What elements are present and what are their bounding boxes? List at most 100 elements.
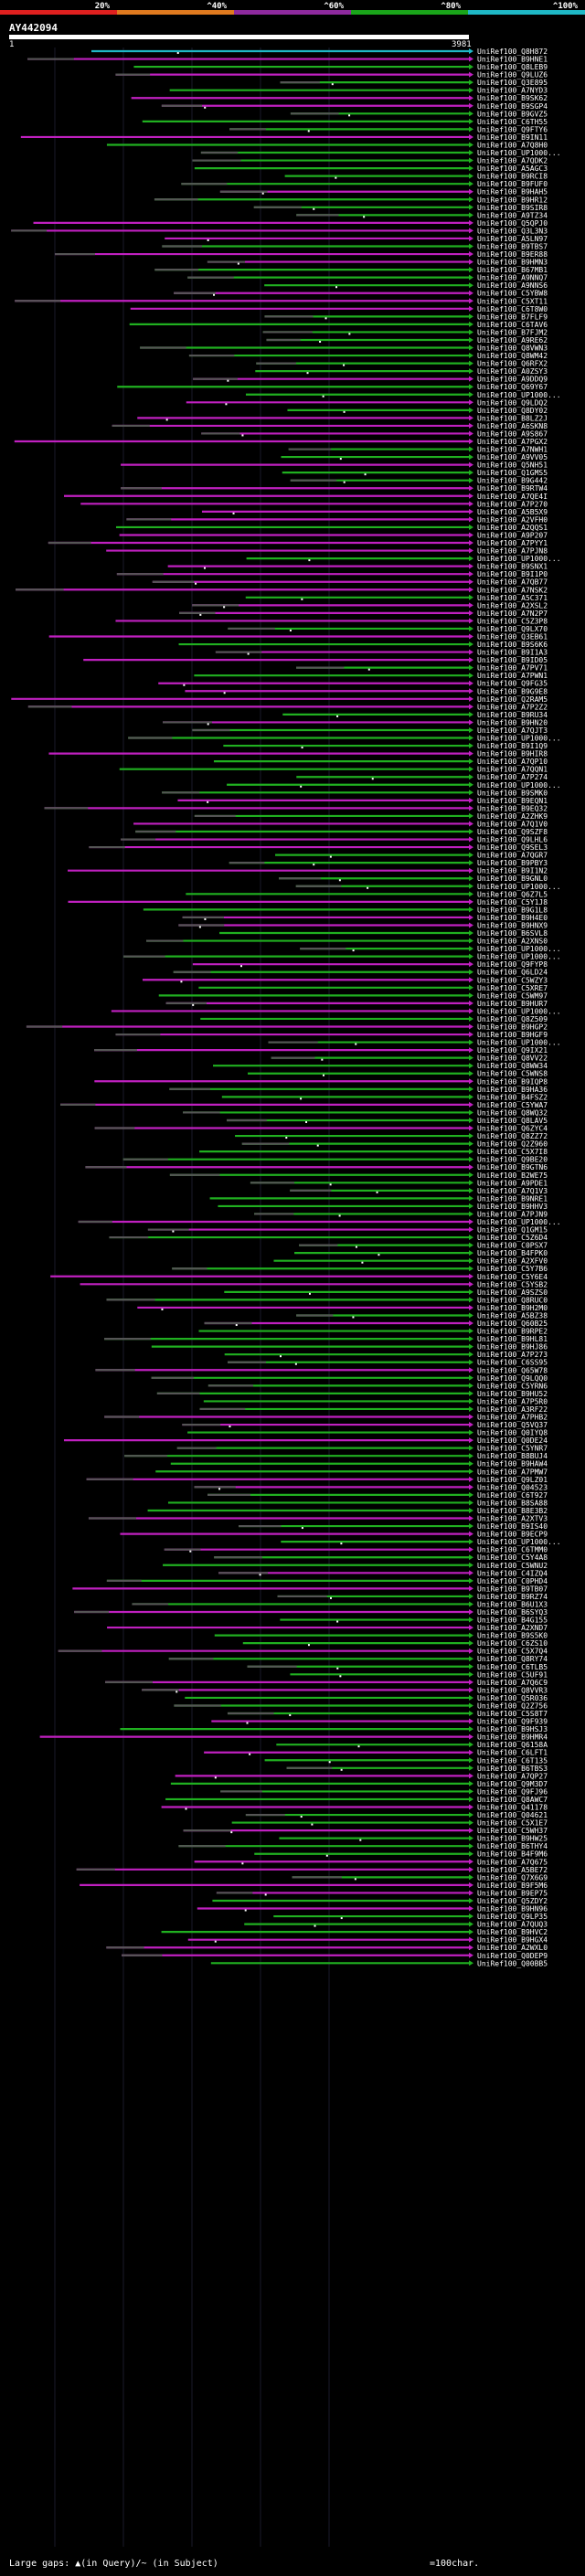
hit-label[interactable]: UniRef100_B9I1Q9 <box>477 742 548 750</box>
hit-label[interactable]: UniRef100_UP1000... <box>477 883 561 891</box>
hit-label[interactable]: UniRef100_Q8LEB9 <box>477 63 548 71</box>
hit-label[interactable]: UniRef100_A5AGC3 <box>477 164 548 173</box>
hit-label[interactable]: UniRef100_C4IZQ4 <box>477 1569 548 1577</box>
hit-label[interactable]: UniRef100_Q69Y67 <box>477 383 548 391</box>
hit-label[interactable]: UniRef100_B9HUR7 <box>477 1000 548 1008</box>
hit-label[interactable]: UniRef100_B8BUJ4 <box>477 1452 548 1460</box>
hit-label[interactable]: UniRef100_A7PGX2 <box>477 438 548 446</box>
hit-label[interactable]: UniRef100_UP1000... <box>477 781 561 790</box>
hit-label[interactable]: UniRef100_Q6LD24 <box>477 969 548 977</box>
hit-label[interactable]: UniRef100_A2ZHK9 <box>477 812 548 821</box>
hit-label[interactable]: UniRef100_C5YNR7 <box>477 1445 548 1453</box>
hit-label[interactable]: UniRef100_B9HNX9 <box>477 921 548 929</box>
hit-label[interactable]: UniRef100_Q8RY74 <box>477 1655 548 1663</box>
hit-label[interactable]: UniRef100_B9S6K6 <box>477 641 548 649</box>
hit-label[interactable]: UniRef100_UP1000... <box>477 953 561 961</box>
hit-label[interactable]: UniRef100_C5Y6E4 <box>477 1273 548 1281</box>
hit-label[interactable]: UniRef100_C5WZY3 <box>477 976 548 984</box>
hit-label[interactable]: UniRef100_Q8VVR3 <box>477 1686 548 1694</box>
hit-label[interactable]: UniRef100_B9TB07 <box>477 1585 548 1593</box>
hit-label[interactable]: UniRef100_A7PYY1 <box>477 539 548 547</box>
hit-label[interactable]: UniRef100_B4G155 <box>477 1617 548 1625</box>
hit-label[interactable]: UniRef100_B9HU52 <box>477 1390 548 1398</box>
hit-label[interactable]: UniRef100_C5YBW8 <box>477 290 548 298</box>
hit-label[interactable]: UniRef100_C5X7Q4 <box>477 1648 548 1656</box>
hit-label[interactable]: UniRef100_B8LZ2J <box>477 414 548 422</box>
hit-label[interactable]: UniRef100_B8E3B2 <box>477 1507 548 1515</box>
hit-label[interactable]: UniRef100_A7Q8H0 <box>477 141 548 149</box>
hit-label[interactable]: UniRef100_B4F9M6 <box>477 1850 548 1859</box>
hit-label[interactable]: UniRef100_Q0IYQ8 <box>477 1429 548 1437</box>
hit-label[interactable]: UniRef100_Q9SEL3 <box>477 843 548 852</box>
hit-label[interactable]: UniRef100_A7PHB2 <box>477 1414 548 1422</box>
hit-label[interactable]: UniRef100_B9RPE2 <box>477 1328 548 1336</box>
hit-label[interactable]: UniRef100_A7N2P7 <box>477 610 548 618</box>
hit-label[interactable]: UniRef100_A7P274 <box>477 773 548 781</box>
hit-label[interactable]: UniRef100_B9RU34 <box>477 711 548 719</box>
hit-label[interactable]: UniRef100_C6TMM0 <box>477 1546 548 1554</box>
hit-label[interactable]: UniRef100_Q0DEP9 <box>477 1952 548 1960</box>
hit-label[interactable]: UniRef100_A0ZSY3 <box>477 367 548 376</box>
hit-label[interactable]: UniRef100_B9HR12 <box>477 196 548 204</box>
hit-label[interactable]: UniRef100_B9RTW4 <box>477 484 548 493</box>
hit-label[interactable]: UniRef100_A9RE62 <box>477 336 548 345</box>
hit-label[interactable]: UniRef100_A9TZ34 <box>477 211 548 219</box>
hit-label[interactable]: UniRef100_C5Y7B6 <box>477 1265 548 1273</box>
hit-label[interactable]: UniRef100_A7QP10 <box>477 758 548 766</box>
hit-label[interactable]: UniRef100_B9FUF0 <box>477 180 548 188</box>
hit-label[interactable]: UniRef100_Q8ZZ72 <box>477 1132 548 1140</box>
hit-label[interactable]: UniRef100_C5WNU2 <box>477 1562 548 1570</box>
hit-label[interactable]: UniRef100_Q6RFX2 <box>477 360 548 368</box>
hit-label[interactable]: UniRef100_C6TLB5 <box>477 1663 548 1671</box>
hit-label[interactable]: UniRef100_B9HSJ3 <box>477 1725 548 1733</box>
hit-label[interactable]: UniRef100_UP1000... <box>477 1007 561 1015</box>
hit-label[interactable]: UniRef100_C5YWA7 <box>477 1101 548 1109</box>
hit-label[interactable]: UniRef100_B9HNE1 <box>477 56 548 64</box>
hit-label[interactable]: UniRef100_A5B5X9 <box>477 508 548 516</box>
hit-label[interactable]: UniRef100_A7NWH1 <box>477 446 548 454</box>
hit-label[interactable]: UniRef100_B9SMK0 <box>477 789 548 797</box>
hit-label[interactable]: UniRef100_Q04523 <box>477 1483 548 1491</box>
hit-label[interactable]: UniRef100_Q2Z960 <box>477 1140 548 1149</box>
hit-label[interactable]: UniRef100_UP1000... <box>477 1538 561 1546</box>
hit-label[interactable]: UniRef100_A7QP27 <box>477 1772 548 1780</box>
hit-label[interactable]: UniRef100_B9EP75 <box>477 1889 548 1897</box>
hit-label[interactable]: UniRef100_B9G1L8 <box>477 906 548 914</box>
hit-label[interactable]: UniRef100_A7NSK2 <box>477 586 548 594</box>
hit-label[interactable]: UniRef100_C5Y1J8 <box>477 898 548 906</box>
hit-label[interactable]: UniRef100_C5XRE7 <box>477 984 548 992</box>
hit-label[interactable]: UniRef100_A2XTV3 <box>477 1515 548 1523</box>
hit-label[interactable]: UniRef100_UP1000... <box>477 735 561 743</box>
hit-label[interactable]: UniRef100_Q65W78 <box>477 1366 548 1374</box>
hit-label[interactable]: UniRef100_B9TBS7 <box>477 243 548 251</box>
hit-label[interactable]: UniRef100_A9NNS6 <box>477 281 548 290</box>
hit-label[interactable]: UniRef100_B9ECP9 <box>477 1531 548 1539</box>
hit-label[interactable]: UniRef100_B67MB1 <box>477 266 548 274</box>
hit-label[interactable]: UniRef100_B9HL81 <box>477 1335 548 1343</box>
hit-label[interactable]: UniRef100_B9IS40 <box>477 1522 548 1531</box>
hit-label[interactable]: UniRef100_C6T8W0 <box>477 305 548 313</box>
hit-label[interactable]: UniRef100_B9IQP8 <box>477 1077 548 1086</box>
hit-label[interactable]: UniRef100_C6LFT1 <box>477 1749 548 1757</box>
hit-label[interactable]: UniRef100_A7P5R0 <box>477 1397 548 1405</box>
hit-label[interactable]: UniRef100_A7NYD3 <box>477 87 548 95</box>
hit-label[interactable]: UniRef100_B7FLF9 <box>477 313 548 321</box>
hit-label[interactable]: UniRef100_Q9FJ96 <box>477 1787 548 1796</box>
hit-label[interactable]: UniRef100_C0PHD4 <box>477 1577 548 1585</box>
hit-label[interactable]: UniRef100_Q9LHL6 <box>477 836 548 844</box>
hit-label[interactable]: UniRef100_C6SS95 <box>477 1359 548 1367</box>
hit-label[interactable]: UniRef100_A9S867 <box>477 429 548 438</box>
hit-label[interactable]: UniRef100_UP1000... <box>477 945 561 953</box>
hit-label[interactable]: UniRef100_B9HW25 <box>477 1835 548 1843</box>
hit-label[interactable]: UniRef100_A7PMW7 <box>477 1468 548 1476</box>
hit-label[interactable]: UniRef100_B6SVL8 <box>477 929 548 938</box>
hit-label[interactable]: UniRef100_B9I1P0 <box>477 570 548 578</box>
hit-label[interactable]: UniRef100_B9HJ86 <box>477 1343 548 1352</box>
hit-label[interactable]: UniRef100_C6ZS10 <box>477 1639 548 1648</box>
hit-label[interactable]: UniRef100_Q5NH51 <box>477 461 548 470</box>
hit-label[interactable]: UniRef100_B9HGF9 <box>477 1031 548 1039</box>
hit-label[interactable]: UniRef100_C5WNS8 <box>477 1070 548 1078</box>
hit-label[interactable]: UniRef100_Q5VQ37 <box>477 1421 548 1429</box>
hit-label[interactable]: UniRef100_Q8Z509 <box>477 1015 548 1023</box>
hit-label[interactable]: UniRef100_B8SA88 <box>477 1499 548 1507</box>
